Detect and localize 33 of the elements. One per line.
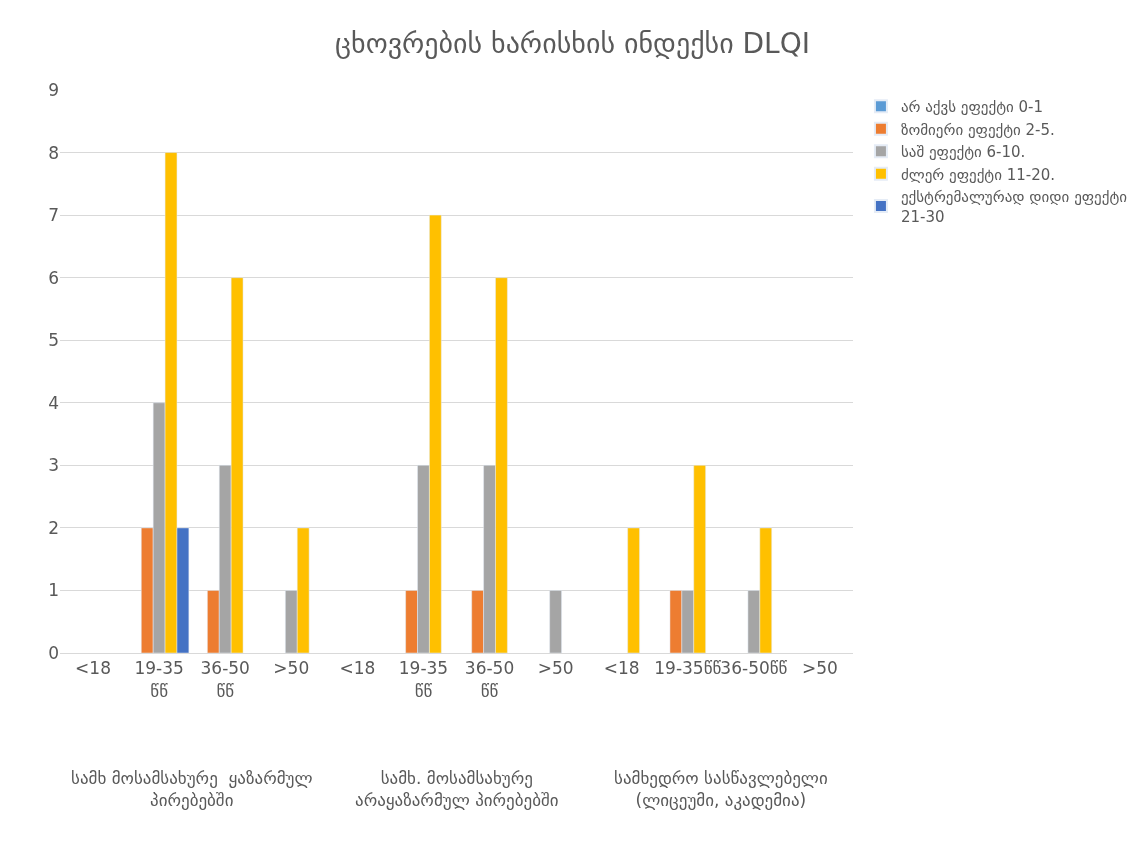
x-tick-label: 19-35 წწ: [134, 658, 184, 701]
legend-label: ზომიერი ეფექტი 2-5.: [900, 120, 1055, 139]
y-tick-label: 0: [48, 642, 59, 663]
x-tick-label: >50: [537, 658, 574, 679]
x-tick-label: 36-50 წწ: [464, 658, 515, 701]
text: სამხ. მოსამსახურე არაყაზარმულ პირებებში: [355, 768, 559, 811]
legend-label: არ აქვს ეფექტი 0-1: [900, 98, 1044, 117]
x-tick-label: 19-35წწ: [654, 658, 722, 679]
y-tick-label: 6: [48, 267, 59, 288]
y-tick-label: 4: [48, 392, 59, 413]
y-tick-label: 3: [48, 455, 59, 476]
x-tick-label: 36-50წწ: [720, 658, 788, 679]
y-tick-label: 2: [48, 517, 59, 538]
x-tick-label: <18: [75, 658, 111, 679]
bar: [549, 590, 562, 653]
y-tick-label: 7: [48, 205, 59, 226]
x-tick-label: 19-35 წწ: [398, 658, 449, 701]
text: სამხ მოსამსახურე ყაზარმულ პირებებში: [71, 768, 313, 811]
y-tick-label: 1: [48, 580, 59, 601]
x-tick-label: >50: [802, 658, 838, 679]
y-tick-label: 5: [48, 330, 59, 351]
x-tick-label: 36-50 წწ: [200, 658, 250, 701]
x-tick-label: >50: [273, 658, 310, 679]
x-tick-label: <18: [603, 658, 640, 679]
chart-title: ცხოვრების ხარისხის ინდექსი DLQI: [335, 27, 810, 61]
y-tick-label: 9: [48, 79, 59, 100]
text: სამხედრო სასწავლებელი (ლიცეუმი, აკადემია): [614, 768, 828, 811]
legend-label: ძლერ ეფექტი 11-20.: [900, 165, 1056, 184]
legend-label: ექსტრემალურად დიდი ეფექტი 21-30: [900, 188, 1128, 226]
legend-label: საშ ეფექტი 6-10.: [900, 143, 1026, 162]
y-tick-label: 8: [48, 142, 59, 163]
x-tick-label: <18: [339, 658, 376, 679]
bar: [627, 527, 640, 653]
